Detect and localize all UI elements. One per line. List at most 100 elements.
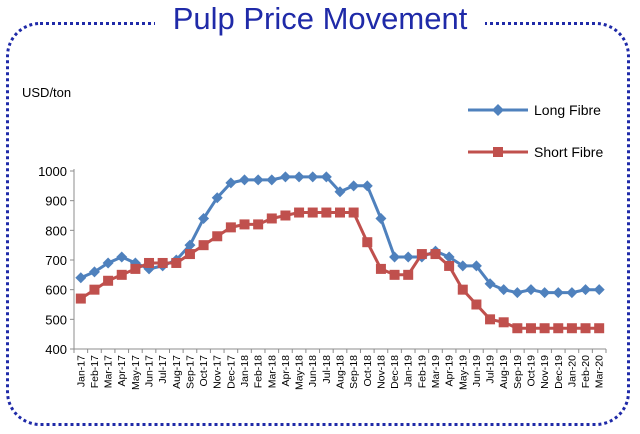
data-point [88,266,100,278]
data-point [294,207,305,218]
x-tick-label: Feb-20 [580,355,592,388]
data-point [116,269,127,280]
data-point [580,323,591,334]
x-tick-label: Aug-18 [335,355,347,389]
data-point [212,231,223,242]
x-tick-label: Jun-19 [471,355,483,387]
y-tick-label: 900 [45,194,67,209]
data-point [430,249,441,260]
data-point [157,257,168,268]
data-point [539,287,551,299]
data-point [225,177,237,189]
x-tick-label: Aug-17 [171,355,183,389]
data-point [280,210,291,221]
data-point [307,207,318,218]
data-point [484,278,496,290]
data-point [443,251,455,263]
x-tick-label: Dec-17 [225,355,237,389]
x-tick-label: Aug-19 [498,355,510,389]
legend-item: Long Fibre [468,102,601,118]
data-point [184,249,195,260]
series-long-fibre [75,171,605,299]
data-point [266,174,278,186]
data-point [375,212,387,224]
data-point [279,171,291,183]
x-tick-label: Apr-19 [444,355,456,387]
x-tick-label: Jun-17 [144,355,156,387]
series-short-fibre [75,207,605,334]
axes: 400 500 600 700 800 900 1000 Jan-17 Feb-17 Mar-17… [38,164,607,390]
data-point [511,287,523,299]
y-axis-unit-label: USD/ton [22,85,71,100]
x-tick-label: Nov-18 [375,355,387,389]
data-point [457,260,469,272]
data-point [239,219,250,230]
data-point [198,240,209,251]
data-point [566,287,578,299]
data-point [307,171,319,183]
series-line [79,211,600,330]
data-point [389,251,401,263]
y-tick-label: 800 [45,223,67,238]
data-point [102,257,114,269]
legend-item: Short Fibre [468,144,603,160]
legend-marker [492,104,504,116]
data-point [184,239,196,251]
data-point [375,263,386,274]
data-point [75,272,87,284]
data-point [416,249,427,260]
data-point [362,237,373,248]
data-point [334,186,346,198]
data-point [144,257,155,268]
data-point [320,171,332,183]
data-point [75,293,86,304]
data-point [266,213,277,224]
y-tick-label: 700 [45,253,67,268]
data-point [512,323,523,334]
x-tick-label: Jan-17 [75,355,87,387]
data-point [348,180,360,192]
x-tick-label: Sep-18 [348,355,360,389]
data-point [498,317,509,328]
x-tick-label: Oct-19 [525,355,537,387]
y-tick-label: 500 [45,312,67,327]
data-point [594,323,605,334]
x-tick-label: Oct-18 [362,355,374,387]
data-point [252,174,264,186]
data-point [225,222,236,233]
data-point [361,180,373,192]
x-tick-label: Jul-17 [157,355,169,384]
legend: Long Fibre Short Fibre [468,102,603,160]
data-point [539,323,550,334]
legend-marker [493,147,503,157]
data-point [321,207,332,218]
x-tick-label: Sep-17 [184,355,196,389]
data-point [239,174,251,186]
y-tick-label: 600 [45,283,67,298]
x-tick-label: Oct-17 [198,355,210,387]
x-tick-label: Feb-18 [253,355,265,388]
x-tick-label: Nov-17 [212,355,224,389]
data-point [211,192,223,204]
data-point [293,171,305,183]
x-tick-label: Dec-19 [553,355,565,389]
y-tick-label: 400 [45,342,67,357]
x-tick-label: Jan-19 [403,355,415,387]
data-point [471,299,482,310]
data-point [103,275,114,286]
data-point [525,284,537,296]
data-point [525,323,536,334]
data-point [485,314,496,325]
x-tick-label: May-18 [294,355,306,390]
data-point [198,212,210,224]
x-tick-label: Jan-18 [239,355,251,387]
x-tick-label: Dec-18 [389,355,401,389]
x-tick-label: Jan-20 [566,355,578,387]
data-point [253,219,264,230]
data-point [593,284,605,296]
data-point [403,269,414,280]
x-tick-label: Mar-17 [103,355,115,388]
x-tick-label: Mar-19 [430,355,442,388]
x-tick-label: Apr-17 [116,355,128,387]
